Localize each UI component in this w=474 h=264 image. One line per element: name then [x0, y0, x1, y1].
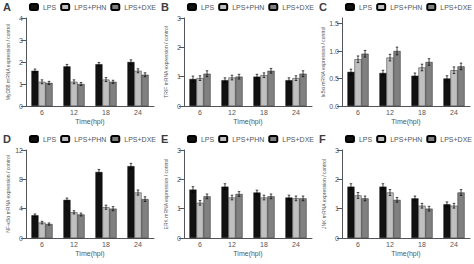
svg-text:24: 24 — [450, 241, 458, 248]
svg-text:LPS+PHN: LPS+PHN — [232, 136, 264, 143]
svg-text:C: C — [319, 1, 327, 13]
svg-text:2: 2 — [177, 176, 181, 183]
svg-text:1: 1 — [177, 205, 181, 212]
svg-text:1.0: 1.0 — [329, 48, 339, 55]
svg-text:Time(hpi): Time(hpi) — [233, 250, 262, 258]
svg-text:LPS+DXE: LPS+DXE — [440, 136, 472, 143]
svg-text:4: 4 — [19, 15, 23, 22]
svg-text:TRIF mRNA expression / control: TRIF mRNA expression / control — [163, 26, 169, 98]
svg-text:B: B — [161, 1, 169, 13]
svg-text:E: E — [161, 133, 168, 145]
svg-text:LPS: LPS — [43, 4, 57, 11]
svg-text:18: 18 — [418, 109, 426, 116]
svg-text:LPS: LPS — [201, 4, 215, 11]
svg-text:LPS: LPS — [359, 4, 373, 11]
svg-text:MyD88 mRNA expression / contro: MyD88 mRNA expression / control — [5, 24, 11, 100]
svg-text:LPS+DXE: LPS+DXE — [282, 4, 314, 11]
svg-text:24: 24 — [134, 109, 142, 116]
svg-text:3: 3 — [177, 147, 181, 154]
svg-text:A: A — [3, 1, 11, 13]
svg-text:0: 0 — [19, 235, 23, 242]
svg-text:ERK mRNA expression / control: ERK mRNA expression / control — [163, 159, 169, 230]
svg-text:Time(hpi): Time(hpi) — [75, 118, 104, 126]
svg-text:0.5: 0.5 — [329, 75, 339, 82]
svg-text:0: 0 — [335, 235, 339, 242]
svg-text:2: 2 — [19, 59, 23, 66]
svg-text:8: 8 — [19, 176, 23, 183]
svg-text:12: 12 — [386, 241, 394, 248]
svg-text:NF-κBα mRNA expression / contr: NF-κBα mRNA expression / control — [5, 155, 11, 233]
svg-text:3: 3 — [177, 15, 181, 22]
svg-text:Time(hpi): Time(hpi) — [391, 250, 420, 258]
svg-text:1: 1 — [19, 81, 23, 88]
svg-text:F: F — [319, 133, 326, 145]
svg-text:LPS: LPS — [43, 136, 57, 143]
svg-text:LPS+PHN: LPS+PHN — [390, 136, 422, 143]
svg-text:JNK mRNA expression / control: JNK mRNA expression / control — [321, 159, 327, 229]
svg-text:LPS+DXE: LPS+DXE — [124, 4, 156, 11]
svg-text:18: 18 — [260, 241, 268, 248]
svg-text:12: 12 — [228, 241, 236, 248]
svg-text:12: 12 — [386, 109, 394, 116]
svg-text:LPS+PHN: LPS+PHN — [74, 136, 106, 143]
svg-text:2: 2 — [335, 176, 339, 183]
svg-text:12: 12 — [70, 241, 78, 248]
svg-text:0.0: 0.0 — [329, 103, 339, 110]
svg-text:24: 24 — [292, 241, 300, 248]
svg-text:0: 0 — [177, 103, 181, 110]
svg-text:LPS+DXE: LPS+DXE — [282, 136, 314, 143]
svg-text:6: 6 — [356, 241, 360, 248]
svg-text:3: 3 — [19, 37, 23, 44]
svg-text:1: 1 — [177, 73, 181, 80]
svg-text:Time(hpi): Time(hpi) — [75, 250, 104, 258]
svg-text:LPS+DXE: LPS+DXE — [440, 4, 472, 11]
svg-text:LPS+DXE: LPS+DXE — [124, 136, 156, 143]
svg-text:3: 3 — [335, 147, 339, 154]
svg-text:6: 6 — [198, 241, 202, 248]
svg-text:18: 18 — [260, 109, 268, 116]
svg-text:18: 18 — [102, 109, 110, 116]
svg-text:1.5: 1.5 — [329, 20, 339, 27]
svg-text:4: 4 — [19, 205, 23, 212]
svg-text:0: 0 — [19, 103, 23, 110]
svg-text:2: 2 — [177, 44, 181, 51]
svg-text:12: 12 — [15, 147, 23, 154]
svg-text:1: 1 — [335, 205, 339, 212]
svg-text:24: 24 — [450, 109, 458, 116]
svg-text:12: 12 — [228, 109, 236, 116]
svg-text:18: 18 — [102, 241, 110, 248]
svg-text:Time(hpi): Time(hpi) — [391, 118, 420, 126]
svg-text:18: 18 — [418, 241, 426, 248]
svg-text:6: 6 — [40, 109, 44, 116]
svg-text:LPS: LPS — [201, 136, 215, 143]
svg-text:Time(hpi): Time(hpi) — [233, 118, 262, 126]
svg-text:LPS+PHN: LPS+PHN — [232, 4, 264, 11]
svg-text:LPS: LPS — [359, 136, 373, 143]
svg-text:24: 24 — [292, 109, 300, 116]
svg-text:LPS+PHN: LPS+PHN — [390, 4, 422, 11]
svg-text:LPS+PHN: LPS+PHN — [74, 4, 106, 11]
svg-text:D: D — [3, 133, 11, 145]
svg-text:0: 0 — [177, 235, 181, 242]
svg-text:6: 6 — [356, 109, 360, 116]
svg-text:IκBα mRNA expression / control: IκBα mRNA expression / control — [320, 27, 326, 98]
svg-text:24: 24 — [134, 241, 142, 248]
svg-text:6: 6 — [40, 241, 44, 248]
svg-text:6: 6 — [198, 109, 202, 116]
svg-text:12: 12 — [70, 109, 78, 116]
